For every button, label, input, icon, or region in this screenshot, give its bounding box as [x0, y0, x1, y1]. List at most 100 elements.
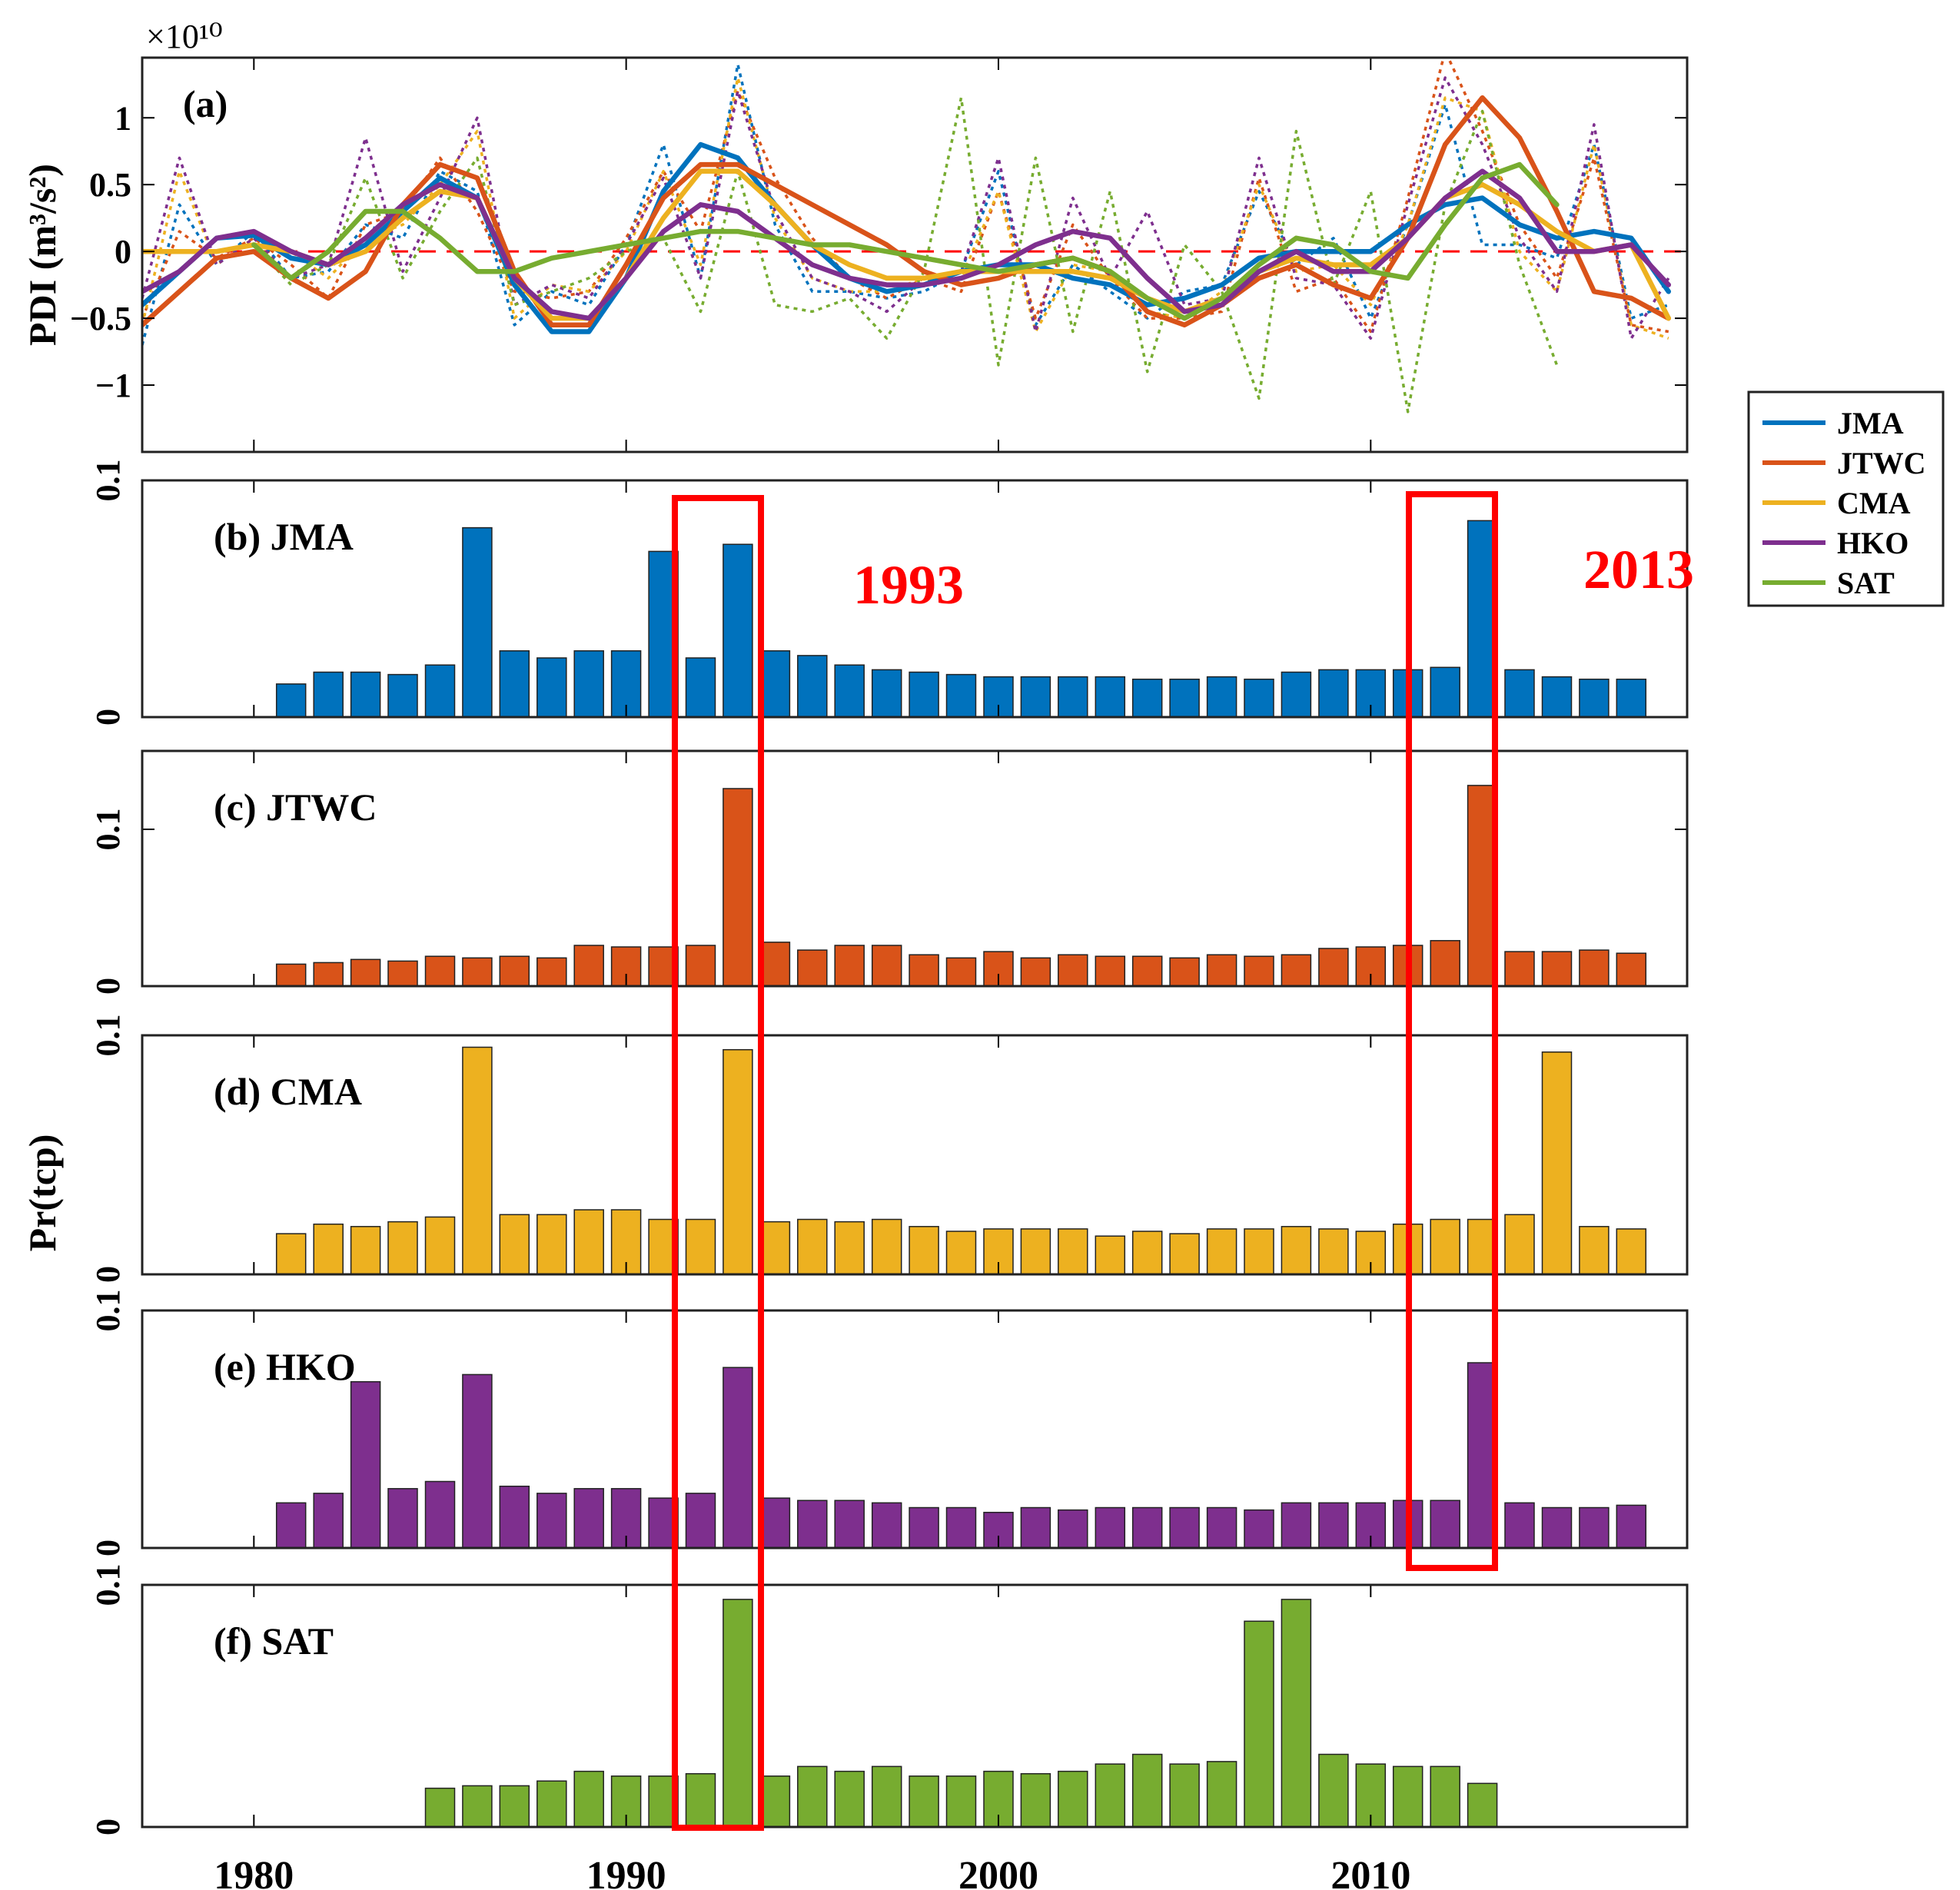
bar-1999	[945, 957, 977, 987]
bar-1985	[424, 664, 456, 718]
bar-1996	[834, 945, 865, 987]
bar-1983	[350, 1226, 381, 1275]
y-tick-label: 0.1	[89, 1290, 127, 1332]
bar-1994	[759, 942, 791, 987]
y-tick-label: 1	[115, 99, 131, 137]
bar-1983	[350, 1380, 381, 1549]
bar-2009	[1318, 1502, 1349, 1549]
bar-1999	[945, 1775, 977, 1828]
bar-1988	[537, 1780, 567, 1828]
y-tick-label: 0	[89, 978, 127, 995]
bar-2011	[1392, 1765, 1423, 1828]
bar-1997	[871, 1765, 902, 1828]
y-tick-label: 0.1	[89, 1015, 127, 1057]
legend-label-hko: HKO	[1837, 526, 1909, 560]
bar-2015	[1541, 951, 1573, 987]
bar-1985	[424, 1216, 456, 1275]
y-tick-label: 0.1	[89, 460, 127, 502]
y-tick-label: 0.1	[89, 1564, 127, 1606]
bar-2004	[1131, 678, 1163, 718]
bar-2001	[1020, 957, 1051, 987]
bar-1986	[462, 1785, 493, 1828]
y-tick-label: 0.5	[89, 166, 131, 204]
bar-1988	[537, 1493, 567, 1549]
bar-2009	[1318, 948, 1349, 987]
series-raw-cma	[142, 76, 1669, 340]
panel-e-bar-chart: 0 0.1 (e) HKO	[89, 1290, 1689, 1556]
legend-label-jma: JMA	[1837, 406, 1904, 440]
bar-1997	[871, 945, 902, 987]
bar-1981	[275, 1233, 307, 1275]
panel-c-bar-chart: 0 0.1 (c) JTWC	[89, 749, 1689, 995]
legend-label-jtwc: JTWC	[1837, 446, 1926, 480]
bar-1993	[723, 788, 753, 987]
panel-b-frame	[141, 479, 1689, 719]
bar-1986	[462, 1373, 493, 1549]
bar-1986	[462, 957, 493, 987]
bar-2010	[1355, 946, 1387, 987]
bar-1982	[313, 671, 344, 718]
bar-1986	[462, 526, 493, 718]
bar-1990	[610, 650, 642, 718]
bar-2001	[1020, 1772, 1051, 1828]
bar-1994	[759, 1497, 791, 1549]
bar-2006	[1206, 954, 1237, 987]
panel-b-label: (b) JMA	[214, 515, 354, 558]
bar-2005	[1169, 1233, 1200, 1275]
bar-2002	[1058, 1228, 1088, 1275]
bar-1999	[945, 1231, 977, 1275]
bar-2007	[1244, 955, 1274, 987]
bar-2009	[1318, 1753, 1349, 1828]
y-tick-label: 0	[89, 1540, 127, 1556]
bar-2005	[1169, 1506, 1200, 1549]
panel-d-frame	[141, 1034, 1689, 1276]
bar-1994	[759, 1221, 791, 1275]
bar-1981	[275, 1502, 307, 1549]
bar-2013	[1467, 1782, 1498, 1828]
panel-a-frame	[141, 56, 1689, 453]
bar-1992	[685, 1772, 716, 1828]
bar-2005	[1169, 1763, 1200, 1828]
bar-2002	[1058, 954, 1088, 987]
series-smooth-jtwc	[142, 95, 1672, 328]
bar-1983	[350, 671, 381, 718]
bar-1989	[573, 945, 604, 987]
x-tick-label: 2000	[958, 1854, 1038, 1890]
panel-e-frame	[141, 1309, 1689, 1550]
bar-1995	[797, 1218, 828, 1275]
bar-1986	[462, 1046, 493, 1275]
panel-a-label: (a)	[183, 82, 228, 125]
bar-1982	[313, 1493, 344, 1549]
bar-1997	[871, 1218, 902, 1275]
bar-2003	[1095, 676, 1126, 718]
y-tick-label: 0.1	[89, 809, 127, 851]
bar-1992	[685, 657, 716, 718]
bar-1987	[499, 650, 530, 718]
bar-1989	[573, 1770, 604, 1828]
legend-label-sat: SAT	[1837, 566, 1895, 600]
bar-1982	[313, 962, 344, 987]
bar-1997	[871, 669, 902, 718]
bar-2017	[1616, 1228, 1647, 1275]
bar-2008	[1281, 1226, 1312, 1275]
shared-y-axis-label: Pr(tcp)	[21, 1134, 64, 1252]
bar-1989	[573, 1488, 604, 1549]
highlight-box-2013	[1406, 491, 1498, 1571]
bar-1996	[834, 1500, 865, 1549]
y-multiplier-label: ×10¹⁰	[146, 18, 223, 55]
panel-a-y-axis-label: PDI (m³/s²)	[21, 164, 64, 346]
bar-1988	[537, 1214, 567, 1275]
bar-1987	[499, 1485, 530, 1549]
bar-1992	[685, 945, 716, 987]
bar-1993	[723, 1048, 753, 1275]
bar-2008	[1281, 671, 1312, 718]
bar-1993	[723, 1367, 753, 1549]
bar-1995	[797, 655, 828, 718]
panel-f-label: (f) SAT	[214, 1619, 334, 1662]
bar-2004	[1131, 955, 1163, 987]
bar-1995	[797, 949, 828, 987]
bar-2015	[1541, 676, 1573, 718]
bar-2006	[1206, 1761, 1237, 1828]
bar-2014	[1504, 951, 1535, 987]
